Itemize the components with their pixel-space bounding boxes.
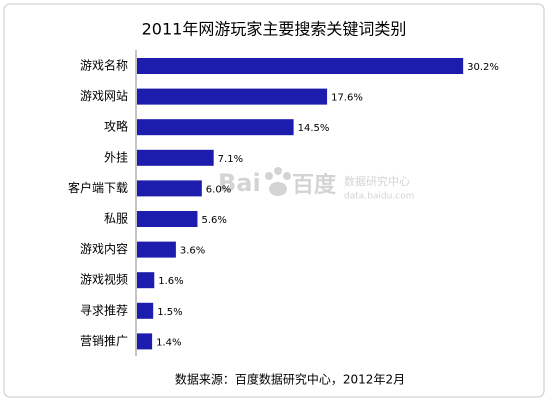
- value-label: 7.1%: [218, 154, 243, 165]
- watermark-name: 数据研究中心: [344, 174, 410, 188]
- category-label: 游戏网站: [80, 89, 128, 103]
- watermark-paw: [265, 172, 273, 180]
- category-label: 游戏名称: [80, 58, 128, 73]
- bar: [137, 180, 202, 197]
- bar: [137, 333, 153, 350]
- value-label: 3.6%: [180, 246, 205, 257]
- watermark-paw: [269, 182, 287, 196]
- value-label: 1.6%: [158, 276, 183, 287]
- value-label: 1.4%: [156, 337, 181, 348]
- category-label: 营销推广: [80, 334, 128, 348]
- watermark: Bai 百度 数据研究中心 data.baidu.com: [218, 167, 414, 202]
- category-label: 私服: [104, 212, 128, 226]
- bar: [137, 149, 214, 166]
- watermark-logo: Bai: [218, 169, 261, 197]
- value-label: 30.2%: [467, 62, 499, 73]
- category-label: 攻略: [104, 119, 128, 134]
- category-label: 寻求推荐: [80, 303, 128, 317]
- source-note: 数据来源：百度数据研究中心，2012年2月: [175, 372, 405, 387]
- bar: [137, 119, 294, 136]
- value-label: 17.6%: [331, 93, 363, 104]
- value-label: 6.0%: [206, 184, 231, 195]
- watermark-paw: [274, 167, 282, 175]
- category-label: 客户端下载: [68, 180, 128, 195]
- chart-title: 2011年网游玩家主要搜索关键词类别: [142, 20, 407, 39]
- bar: [137, 241, 176, 258]
- value-label: 5.6%: [201, 215, 226, 226]
- category-label: 外挂: [104, 150, 128, 164]
- bar: [137, 88, 328, 105]
- bar: [137, 272, 155, 289]
- bar: [137, 302, 154, 319]
- category-label: 游戏内容: [80, 241, 128, 256]
- value-label: 1.5%: [157, 307, 182, 318]
- watermark-url: data.baidu.com: [344, 192, 414, 202]
- category-label: 游戏视频: [80, 272, 128, 287]
- watermark-logo: 百度: [292, 172, 337, 198]
- bar: [137, 211, 198, 227]
- watermark-paw: [283, 172, 291, 180]
- value-label: 14.5%: [298, 123, 330, 134]
- bar: [137, 58, 464, 74]
